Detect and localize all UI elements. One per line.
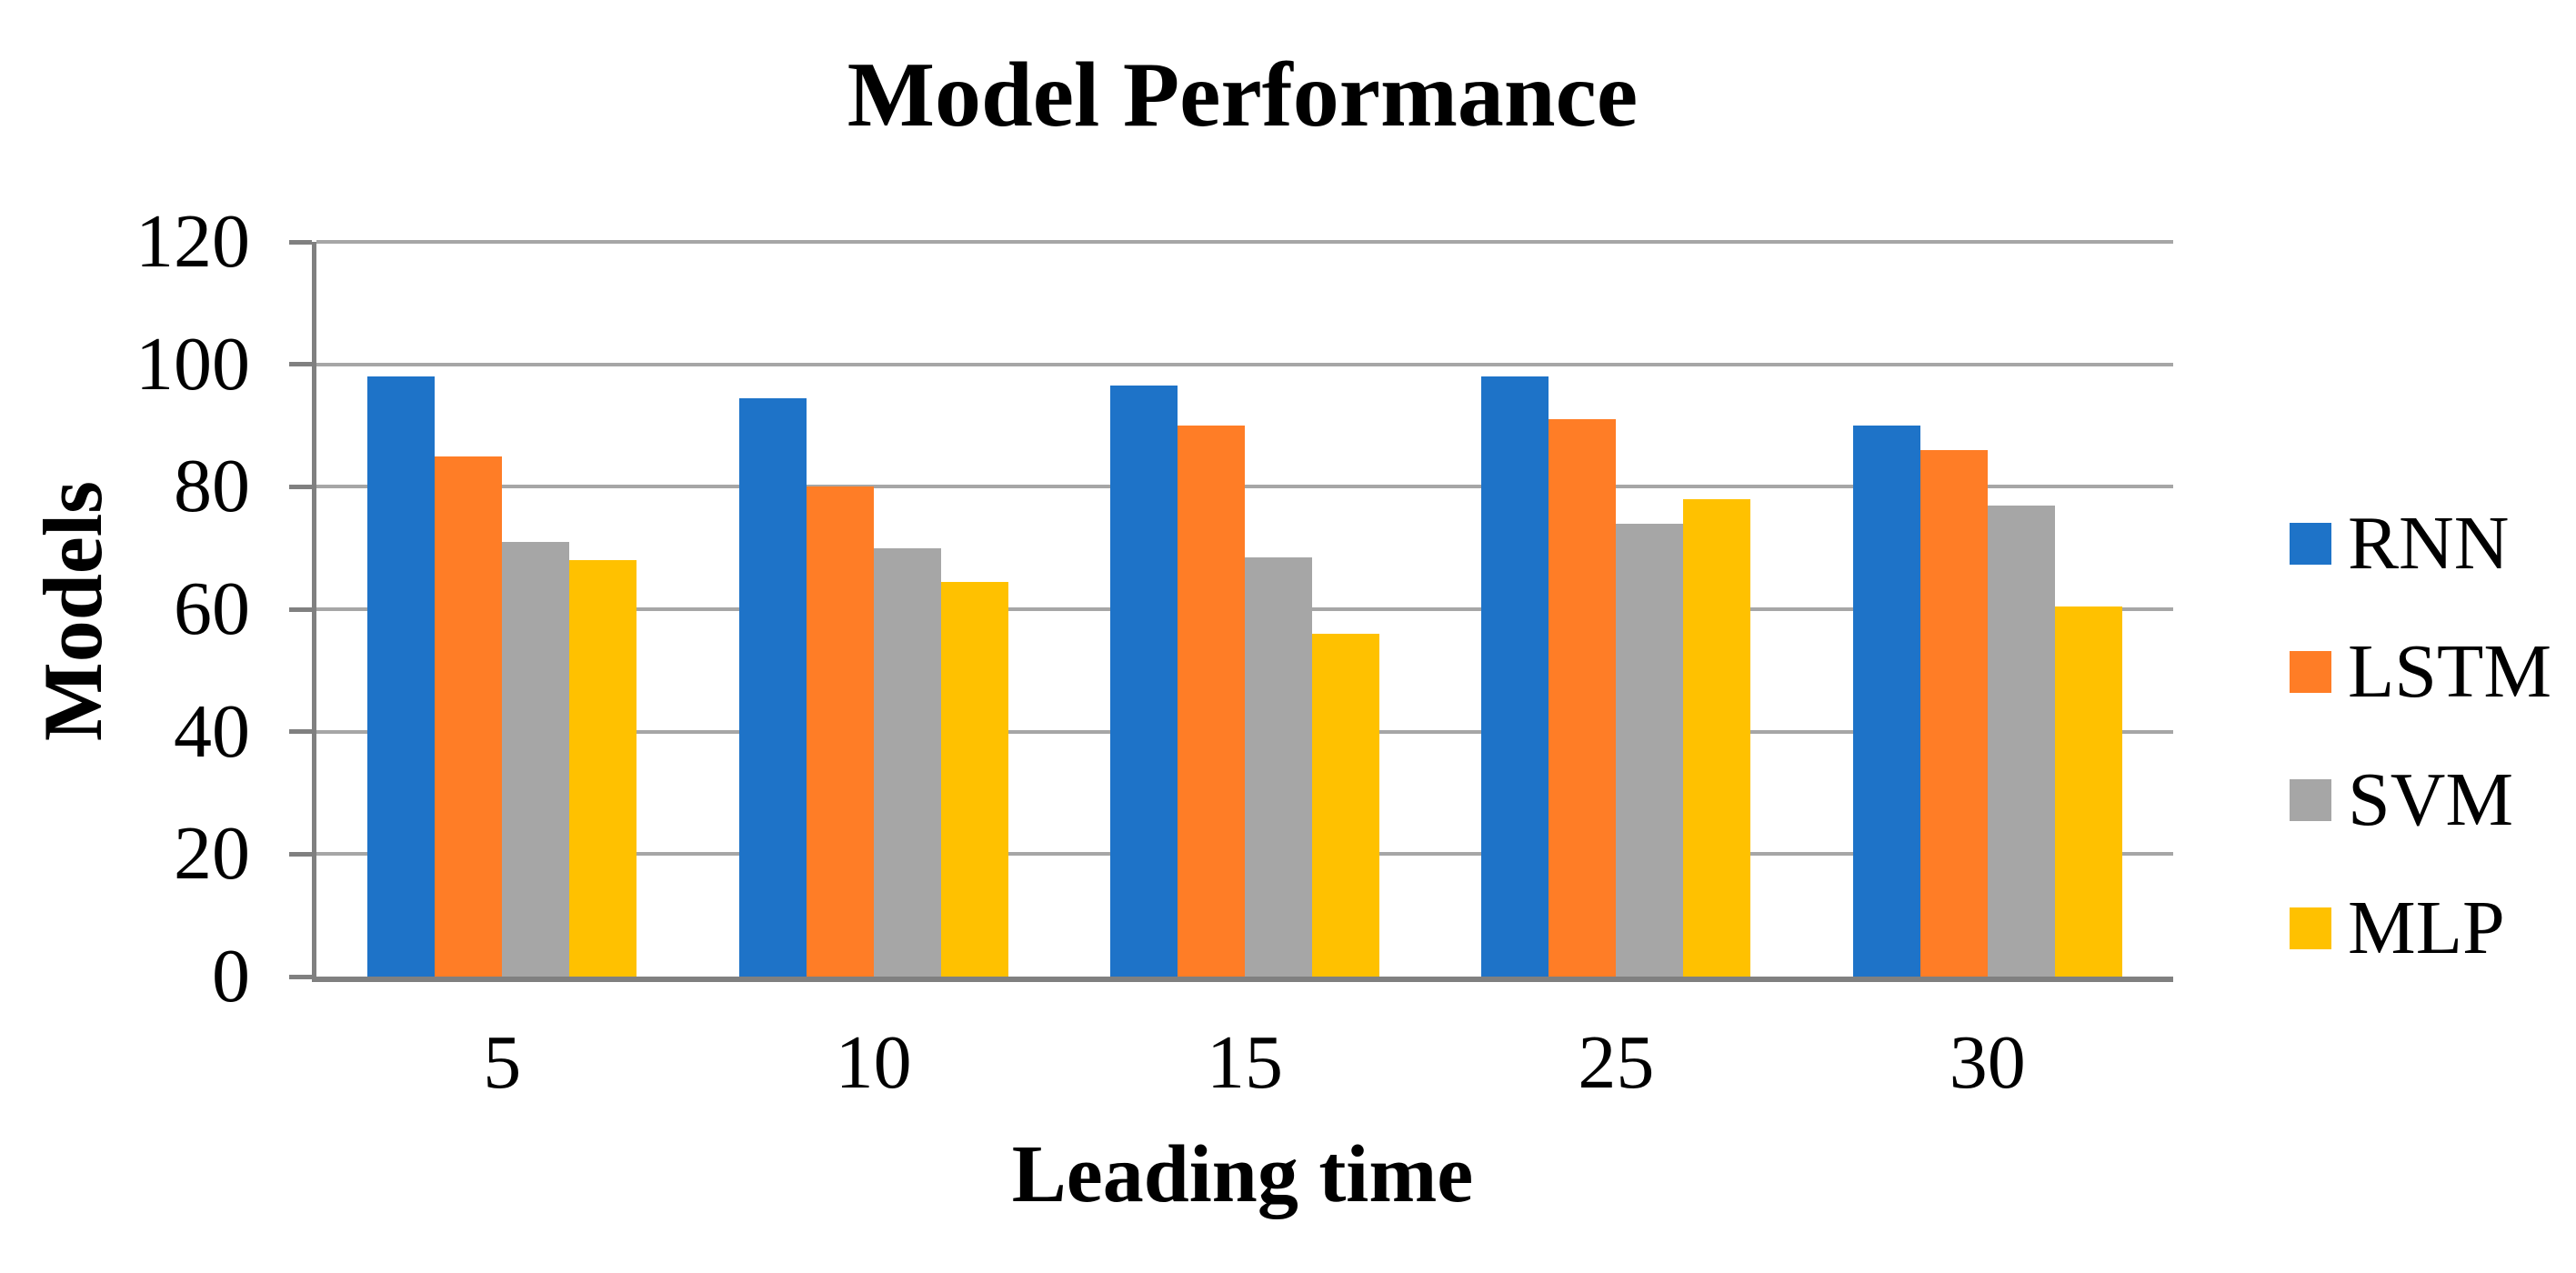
bar-svm-25	[1616, 523, 1684, 977]
bar-svm-30	[1987, 505, 2055, 977]
y-tick-100	[289, 362, 312, 367]
bar-lstm-5	[435, 456, 503, 977]
y-tick-120	[289, 239, 312, 245]
x-axis-title: Leading time	[1011, 1129, 1474, 1219]
bar-group-10	[687, 242, 1058, 977]
legend-swatch-rnn-icon	[2290, 522, 2331, 565]
plot-area	[289, 239, 2173, 982]
legend-swatch-lstm-icon	[2290, 650, 2331, 693]
x-tick-label-25: 25	[1578, 1020, 1655, 1105]
bar-svm-15	[1244, 556, 1312, 977]
x-tick-label-5: 5	[483, 1020, 522, 1105]
y-tick-label-100: 100	[135, 321, 250, 406]
bar-svm-10	[873, 547, 941, 977]
legend-item-rnn: RNN	[2290, 479, 2551, 607]
bar-mlp-30	[2054, 606, 2122, 977]
y-tick-40	[289, 729, 312, 735]
chart-title: Model Performance	[847, 44, 1639, 146]
bar-svm-5	[502, 541, 570, 977]
bar-lstm-25	[1549, 419, 1617, 977]
y-tick-label-20: 20	[174, 811, 250, 897]
legend-swatch-mlp-icon	[2290, 907, 2331, 949]
y-tick-label-40: 40	[174, 688, 250, 774]
y-tick-80	[289, 484, 312, 489]
x-tick-label-10: 10	[835, 1020, 912, 1105]
bar-rnn-5	[367, 376, 436, 977]
bar-mlp-15	[1311, 633, 1379, 977]
legend-swatch-svm-icon	[2290, 778, 2331, 821]
legend-label-rnn: RNN	[2348, 500, 2510, 586]
y-tick-0	[289, 974, 312, 979]
bar-lstm-30	[1919, 449, 1988, 977]
bar-rnn-15	[1109, 386, 1178, 977]
legend-item-lstm: LSTM	[2290, 607, 2551, 736]
legend-label-lstm: LSTM	[2348, 628, 2552, 714]
bar-group-5	[316, 242, 687, 977]
y-tick-60	[289, 606, 312, 612]
bar-group-25	[1430, 242, 1801, 977]
bar-lstm-10	[806, 486, 874, 977]
legend-item-mlp: MLP	[2290, 864, 2551, 992]
legend-label-mlp: MLP	[2348, 885, 2505, 970]
y-tick-label-120: 120	[135, 199, 250, 284]
legend-label-svm: SVM	[2348, 757, 2514, 842]
bar-mlp-25	[1683, 498, 1751, 977]
bar-group-15	[1059, 242, 1430, 977]
y-tick-20	[289, 851, 312, 857]
bar-rnn-10	[738, 397, 807, 977]
bar-group-30	[1802, 242, 2173, 977]
y-tick-label-0: 0	[212, 934, 250, 1018]
bar-rnn-25	[1481, 376, 1549, 977]
bar-rnn-30	[1852, 426, 1920, 977]
gridline-80	[316, 485, 2173, 489]
y-tick-label-80: 80	[174, 444, 250, 529]
legend-item-svm: SVM	[2290, 736, 2551, 864]
legend: RNN LSTM SVM MLP	[2290, 479, 2551, 992]
y-tick-label-60: 60	[174, 566, 250, 651]
x-tick-label-15: 15	[1206, 1020, 1283, 1105]
x-tick-label-30: 30	[1949, 1020, 2026, 1105]
gridline-120	[316, 240, 2173, 244]
bar-mlp-10	[940, 581, 1008, 977]
gridline-100	[316, 362, 2173, 366]
bar-lstm-15	[1177, 426, 1245, 977]
bar-mlp-5	[569, 560, 637, 977]
